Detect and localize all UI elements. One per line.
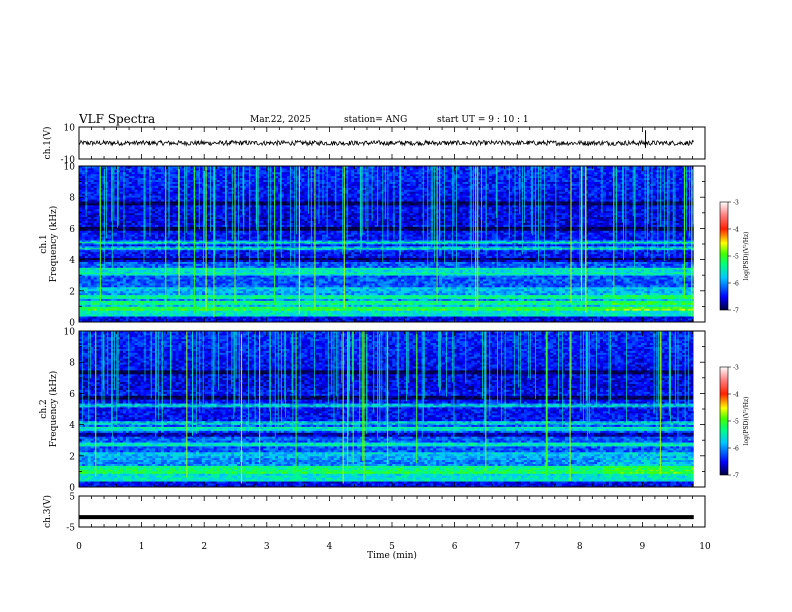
ch1-spectrogram-colorbar — [719, 201, 729, 311]
ch2-spectrogram-ylabel: ch.2Frequency (kHz) — [39, 371, 59, 448]
ch2-spectrogram-heatmap — [79, 331, 705, 488]
xtick-8: 8 — [577, 542, 583, 552]
ch2-spectrogram-cbtick-2: -5 — [733, 419, 739, 426]
ch2-spectrogram-cbtick-3: -6 — [733, 446, 739, 453]
ch1-spectrogram-cbtick-3: -6 — [733, 281, 739, 288]
ch3-waveform-ytick-1: -5 — [66, 524, 75, 534]
station-label: station= ANG — [344, 115, 407, 125]
figure-title: VLF Spectra — [79, 112, 155, 126]
x-axis-label: Time (min) — [367, 550, 417, 561]
xtick-10: 10 — [699, 542, 711, 552]
ch1-spectrogram-ytick-3: 6 — [69, 225, 75, 235]
xtick-2: 2 — [201, 542, 207, 552]
xtick-1: 1 — [139, 542, 145, 552]
ch2-spectrogram-ytick-5: 10 — [64, 328, 76, 338]
xtick-9: 9 — [640, 542, 646, 552]
ch1-waveform-ytick-0: 10 — [64, 124, 76, 134]
ch1-waveform-trace — [78, 139, 695, 147]
ch1-spectrogram-nodata — [693, 166, 705, 322]
ch1-spectrogram-ytick-2: 4 — [69, 256, 75, 266]
ch1-spectrogram-cbtick-2: -5 — [733, 254, 739, 261]
ch2-spectrogram-ytick-4: 8 — [69, 359, 75, 369]
ch2-spectrogram-colorbar-label: log(PSD)(V²/Hz) — [743, 397, 750, 446]
ch2-spectrogram-ytick-1: 2 — [69, 452, 75, 462]
ch3-waveform-ytick-0: 5 — [69, 493, 75, 503]
ch2-spectrogram-ytick-2: 4 — [69, 421, 75, 431]
xtick-6: 6 — [452, 542, 458, 552]
ch1-waveform-ytick-1: -10 — [61, 156, 76, 166]
ch2-spectrogram-colorbar — [719, 366, 729, 476]
panel-frame-3 — [78, 495, 706, 528]
ch2-spectrogram-nodata — [693, 331, 705, 487]
xtick-0: 0 — [76, 542, 82, 552]
xtick-4: 4 — [327, 542, 333, 552]
panel-frame-0 — [78, 126, 706, 160]
ch2-spectrogram-ytick-0: 0 — [69, 484, 75, 494]
ch1-spectrogram-cbtick-1: -4 — [733, 227, 739, 234]
ch2-spectrogram-cbtick-1: -4 — [733, 392, 739, 399]
ch2-spectrogram-ytick-3: 6 — [69, 390, 75, 400]
ch1-spectrogram-ytick-5: 10 — [64, 163, 76, 173]
ch1-spectrogram-ytick-0: 0 — [69, 319, 75, 329]
xtick-5: 5 — [389, 542, 395, 552]
ch1-spectrogram-colorbar-label: log(PSD)(V²/Hz) — [743, 232, 750, 281]
ch3-waveform-ylabel: ch.3(V) — [42, 495, 53, 528]
ch1-spectrogram-cbtick-0: -3 — [733, 200, 739, 207]
ch1-spectrogram-ylabel: ch.1Frequency (kHz) — [39, 206, 59, 283]
ch1-spectrogram-ytick-4: 8 — [69, 194, 75, 204]
ch1-spectrogram-cbtick-4: -7 — [733, 308, 739, 315]
ch1-spectrogram-ytick-1: 2 — [69, 287, 75, 297]
ch2-spectrogram-cbtick-4: -7 — [733, 473, 739, 480]
ch1-waveform-ylabel: ch.1(V) — [42, 127, 53, 160]
ch2-spectrogram-cbtick-0: -3 — [733, 365, 739, 372]
start-time-label: start UT = 9 : 10 : 1 — [437, 115, 529, 125]
xtick-7: 7 — [514, 542, 520, 552]
date-label: Mar.22, 2025 — [250, 115, 311, 125]
xtick-3: 3 — [264, 542, 270, 552]
ch1-spectrogram-heatmap — [79, 166, 705, 323]
